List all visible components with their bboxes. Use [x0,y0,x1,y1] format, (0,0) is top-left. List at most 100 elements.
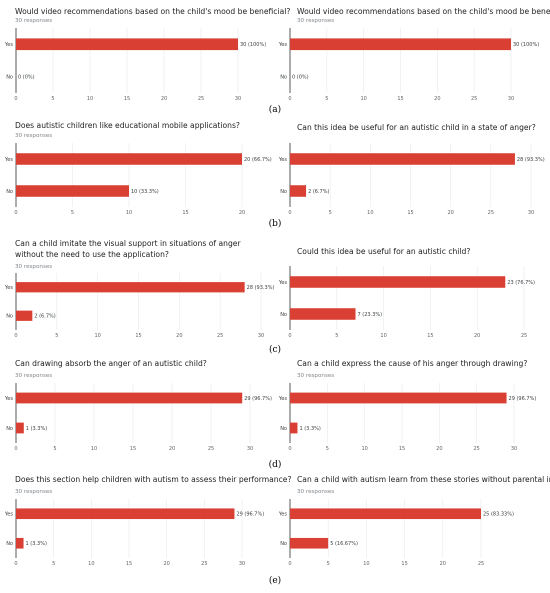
x-tick-label: 0 [14,96,17,102]
x-tick-label: 25 [473,446,479,452]
data-label: 10 (33.3%) [131,189,159,195]
x-tick-label: 10 [361,446,367,452]
x-tick-label: 25 [521,333,527,339]
x-tick-label: 10 [87,96,93,102]
x-tick-label: 15 [401,561,407,567]
category-label: Yes [4,512,13,518]
data-label: 28 (93.3%) [247,285,275,291]
x-tick-label: 0 [288,561,291,567]
x-tick-label: 20 [161,96,167,102]
category-label: No [6,189,13,195]
data-label: 28 (93.3%) [517,157,545,163]
category-label: No [6,541,13,547]
category-label: No [6,426,13,432]
data-label: 29 (96.7%) [244,396,272,402]
chart-subtitle: 30 responses [297,489,334,495]
category-label: Yes [278,157,287,163]
x-tick-label: 5 [53,446,56,452]
chart-4: Can this idea be useful for an autistic … [278,123,545,216]
chart-5: Can a child imitate the visual support i… [4,239,275,339]
bar-yes [290,508,481,520]
x-tick-label: 0 [288,210,291,216]
x-tick-label: 20 [239,210,245,216]
x-tick-label: 20 [434,96,440,102]
x-tick-label: 5 [335,333,338,339]
chart-8: Can a child express the cause of his ang… [278,359,536,452]
x-tick-label: 25 [478,561,484,567]
chart-title-line-2: without the need to use the application? [15,250,169,259]
data-label: 29 (96.7%) [509,396,537,402]
chart-title: Can a child with autism learn from these… [297,475,550,484]
x-tick-label: 5 [52,561,55,567]
x-tick-label: 5 [71,210,74,216]
x-tick-label: 20 [447,210,453,216]
x-tick-label: 20 [163,561,169,567]
bar-no [290,537,329,549]
panel-label-3: (c) [269,344,281,355]
x-tick-label: 25 [471,96,477,102]
bar-yes [16,508,235,520]
chart-title: Would video recommendations based on the… [15,7,290,16]
x-tick-label: 30 [239,561,245,567]
x-tick-label: 10 [94,333,100,339]
bar-yes [16,38,238,51]
category-label: Yes [278,512,287,518]
x-tick-label: 5 [326,446,329,452]
category-label: Yes [278,280,287,286]
panel-label-4: (d) [269,459,282,470]
chart-title: Can this idea be useful for an autistic … [297,123,536,132]
bar-yes [290,276,506,288]
x-tick-label: 10 [363,561,369,567]
data-label: 2 (6.7%) [34,314,55,320]
data-label: 29 (96.7%) [236,512,264,518]
category-label: No [280,426,287,432]
chart-subtitle: 30 responses [297,373,334,379]
bar-no [290,185,307,197]
data-label: 7 (23.3%) [358,312,383,318]
chart-6: Could this idea be useful for an autisti… [278,247,535,339]
chart-7: Can drawing absorb the anger of an autis… [4,359,272,452]
category-label: No [280,541,287,547]
x-tick-label: 20 [176,333,182,339]
data-label: 20 (66.7%) [244,157,272,163]
chart-subtitle: 30 responses [297,18,334,24]
chart-subtitle: 30 responses [15,373,52,379]
chart-title: Does this section help children with aut… [15,475,292,484]
x-tick-label: 0 [288,333,291,339]
panel-label-1: (a) [269,104,281,115]
category-label: Yes [278,42,287,48]
x-tick-label: 25 [208,446,214,452]
data-label: 1 (3.3%) [299,426,320,432]
x-tick-label: 15 [135,333,141,339]
chart-1: Would video recommendations based on the… [4,7,290,102]
x-tick-label: 15 [399,446,405,452]
data-label: 5 (16.67%) [330,541,358,547]
category-label: No [280,189,287,195]
bar-no [290,422,298,434]
x-tick-label: 15 [130,446,136,452]
bar-yes [290,153,515,165]
bar-yes [16,153,242,165]
category-label: Yes [4,157,13,163]
x-tick-label: 5 [327,561,330,567]
x-tick-label: 5 [51,96,54,102]
x-tick-label: 10 [367,210,373,216]
x-tick-label: 30 [247,446,253,452]
panel-label-5: (e) [269,575,281,586]
category-label: Yes [4,285,13,291]
x-tick-label: 30 [528,210,534,216]
data-label: 23 (76.7%) [507,280,535,286]
category-label: No [6,75,13,81]
x-tick-label: 0 [288,96,291,102]
chart-2: Would video recommendations based on the… [278,7,550,102]
chart-title: Can drawing absorb the anger of an autis… [15,359,207,368]
x-tick-label: 10 [126,210,132,216]
x-tick-label: 30 [511,446,517,452]
x-tick-label: 15 [124,96,130,102]
x-tick-label: 15 [182,210,188,216]
bar-yes [16,392,243,404]
x-tick-label: 5 [55,333,58,339]
category-label: Yes [4,42,13,48]
category-label: Yes [278,396,287,402]
bar-yes [290,38,511,51]
